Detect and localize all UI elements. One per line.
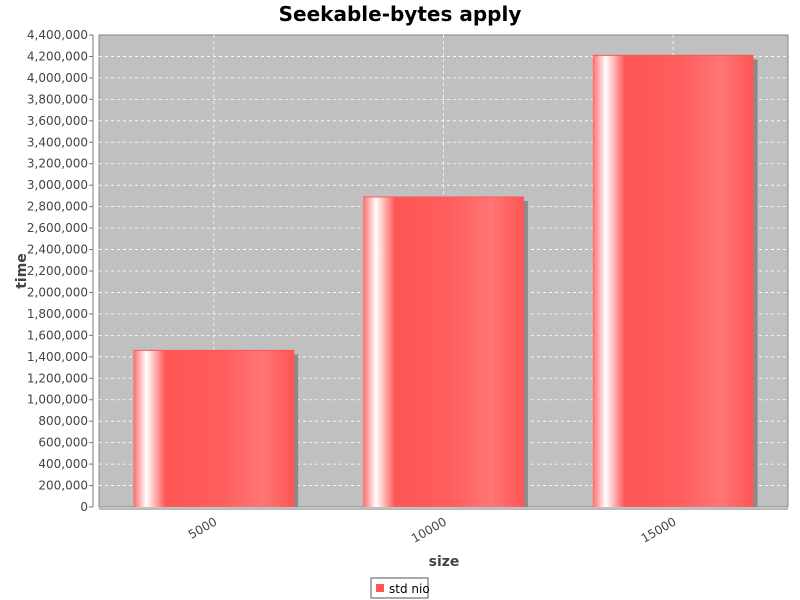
y-tick-label: 1,000,000 [27, 393, 88, 407]
x-axis-ticks: 5000 10000 15000 [186, 514, 679, 545]
y-tick-label: 2,800,000 [27, 200, 88, 214]
y-tick-label: 3,800,000 [27, 92, 88, 106]
legend-label: std nio [389, 582, 430, 596]
y-tick-label: 200,000 [38, 479, 88, 493]
y-tick-label: 400,000 [38, 457, 88, 471]
bars [133, 54, 758, 508]
y-tick-label: 1,600,000 [27, 328, 88, 342]
legend-box [370, 577, 429, 599]
y-tick-label: 2,000,000 [27, 285, 88, 299]
chart-title: Seekable-bytes apply [279, 2, 522, 26]
bar [363, 196, 524, 507]
y-tick-label: 3,400,000 [27, 135, 88, 149]
x-tick-label: 10000 [409, 514, 449, 545]
y-axis-ticks: 0 200,000 400,000 600,000 800,000 1,000,000 1,… [27, 28, 93, 514]
x-axis-title: size [429, 554, 460, 570]
y-tick-label: 4,200,000 [27, 49, 88, 63]
y-tick-label: 4,000,000 [27, 71, 88, 85]
y-tick-label: 2,200,000 [27, 264, 88, 278]
x-tick-label: 15000 [639, 514, 679, 545]
y-tick-label: 0 [80, 500, 88, 514]
bar [592, 55, 754, 508]
y-tick-label: 600,000 [38, 436, 88, 450]
x-tick-label: 5000 [186, 514, 219, 541]
legend: std nio [370, 577, 430, 599]
y-tick-label: 3,200,000 [27, 157, 88, 171]
legend-swatch [376, 584, 384, 592]
y-tick-label: 1,400,000 [27, 350, 88, 364]
y-tick-label: 2,400,000 [27, 243, 88, 257]
y-tick-label: 3,000,000 [27, 178, 88, 192]
y-tick-label: 4,400,000 [27, 28, 88, 42]
y-tick-label: 1,800,000 [27, 307, 88, 321]
y-tick-label: 800,000 [38, 414, 88, 428]
y-tick-label: 3,600,000 [27, 114, 88, 128]
y-tick-label: 1,200,000 [27, 371, 88, 385]
bar [133, 350, 295, 507]
y-tick-label: 2,600,000 [27, 221, 88, 235]
y-axis-title: time [14, 253, 30, 289]
